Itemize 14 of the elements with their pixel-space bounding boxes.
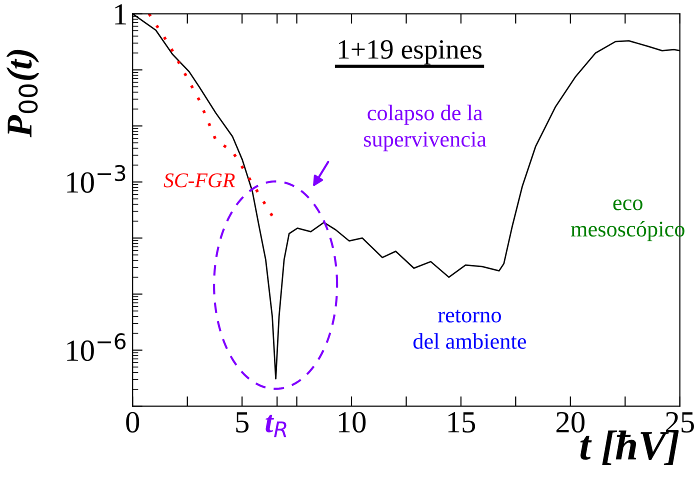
x-tick-label: 20: [556, 412, 585, 433]
text: 1+19 espines: [338, 40, 482, 64]
x-tick-label: 10: [338, 412, 366, 433]
annotation: colapso de la supervivencia: [364, 104, 486, 152]
y-tick-label: 1: [115, 4, 126, 24]
y-tick-label: 10$^{−3}$: [67, 164, 126, 193]
annotation: retorno del ambiente: [413, 310, 526, 349]
x-tick-label: 0: [126, 412, 140, 433]
x-tick-label: t$_{R}$: [266, 414, 286, 438]
annotation: SC-FGR: [164, 173, 235, 188]
x-tick-label: 5: [236, 412, 249, 433]
y-tick-label: 10$^{−6}$: [67, 333, 126, 362]
y-axis-title: P$_{00}$(t): [6, 50, 40, 138]
x-tick-label: 15: [448, 412, 476, 433]
